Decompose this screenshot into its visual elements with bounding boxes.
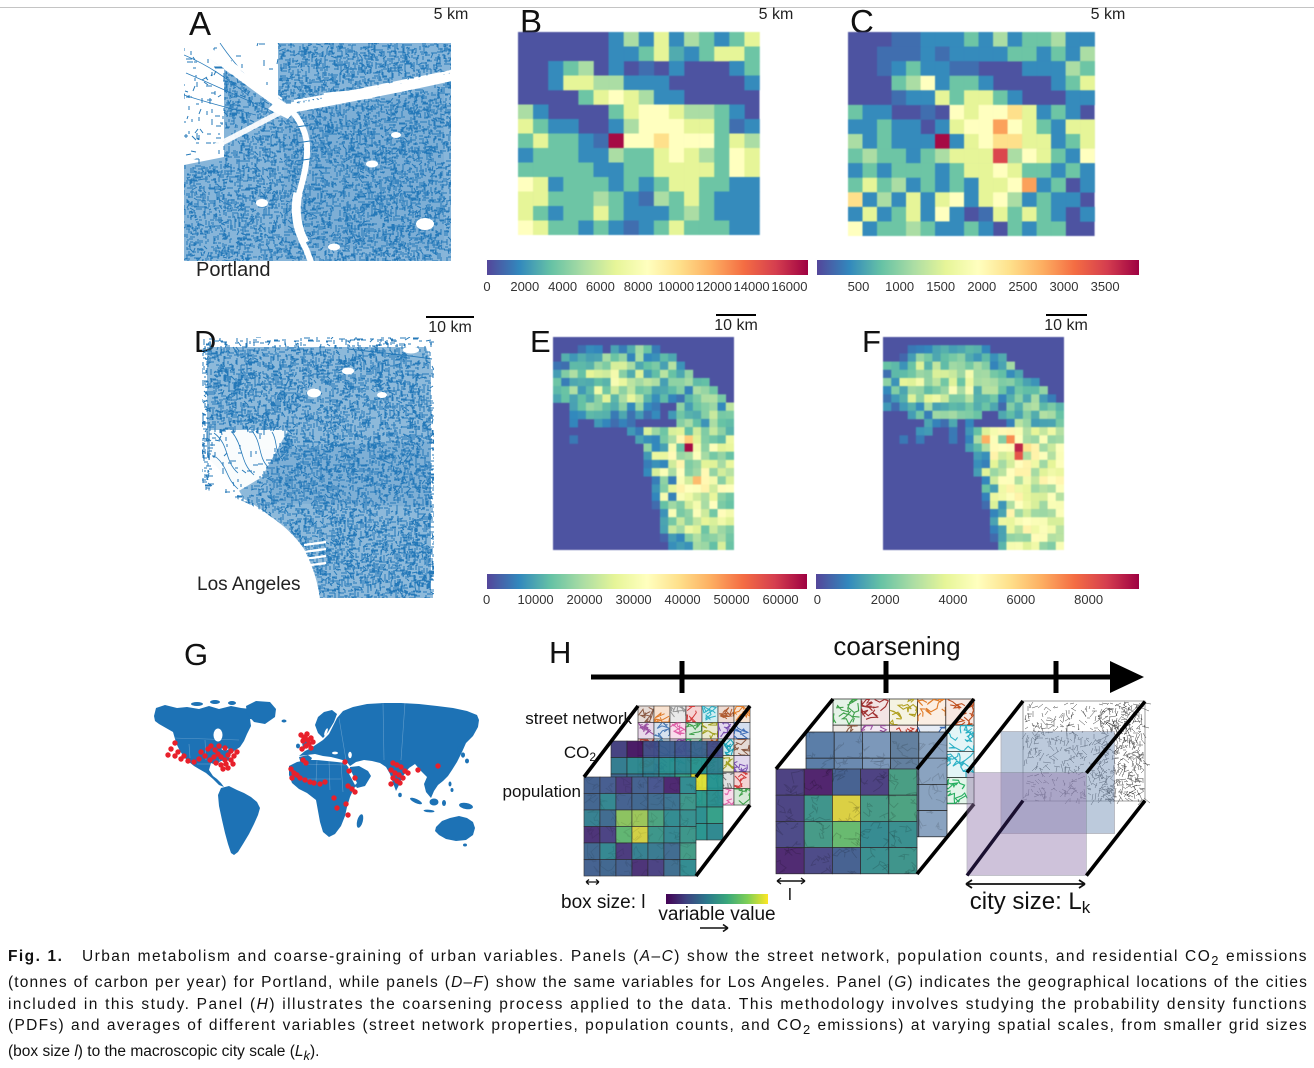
svg-text:CO2: CO2 — [564, 743, 597, 764]
svg-text:variable value: variable value — [658, 904, 775, 925]
svg-text:l: l — [788, 885, 792, 904]
svg-text:street network: street network — [525, 709, 632, 728]
svg-text:coarsening: coarsening — [833, 632, 960, 661]
svg-text:city size: Lk: city size: Lk — [970, 888, 1091, 917]
svg-text:box size: l: box size: l — [561, 892, 645, 913]
svg-text:population: population — [503, 782, 581, 801]
